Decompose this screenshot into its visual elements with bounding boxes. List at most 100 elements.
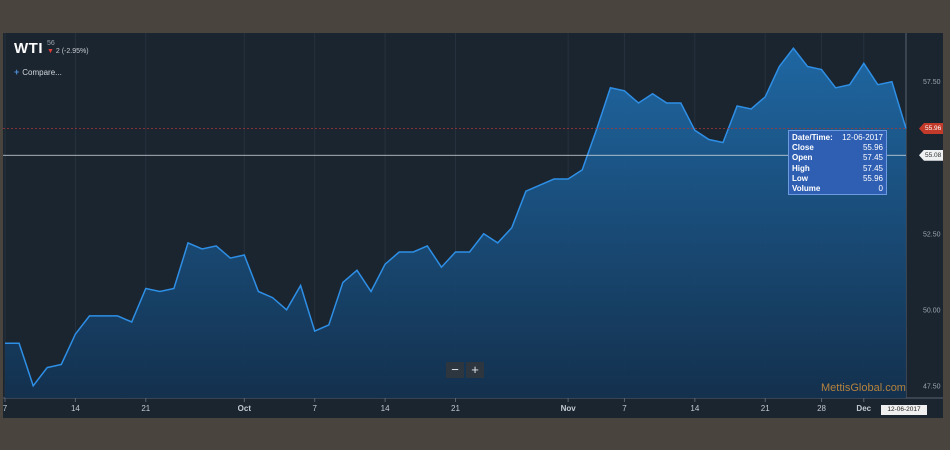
x-tick-label: 21	[761, 404, 770, 413]
data-point[interactable]	[173, 287, 175, 289]
y-tick-label: 47.50	[923, 383, 941, 390]
data-point[interactable]	[159, 290, 161, 292]
data-point[interactable]	[328, 324, 330, 326]
data-point[interactable]	[342, 281, 344, 283]
zoom-out-button[interactable]: −	[446, 362, 464, 378]
data-point[interactable]	[314, 330, 316, 332]
data-point[interactable]	[581, 169, 583, 171]
tooltip-label: Close	[792, 143, 814, 153]
data-point[interactable]	[370, 290, 372, 292]
data-point[interactable]	[834, 87, 836, 89]
data-point[interactable]	[863, 62, 865, 64]
data-point[interactable]	[426, 245, 428, 247]
data-point[interactable]	[694, 129, 696, 131]
data-point[interactable]	[848, 84, 850, 86]
tooltip-label: Low	[792, 173, 808, 183]
data-point[interactable]	[187, 242, 189, 244]
data-point[interactable]	[637, 102, 639, 104]
data-point[interactable]	[229, 257, 231, 259]
tooltip-value: 55.96	[862, 173, 883, 183]
data-point[interactable]	[665, 102, 667, 104]
data-point[interactable]	[792, 47, 794, 49]
ticker-change: ▼ 2 (-2.95%)	[47, 48, 89, 55]
ticker-change-text: 2 (-2.95%)	[55, 48, 89, 55]
x-tick-label: 21	[141, 404, 150, 413]
x-tick-label: Dec	[856, 404, 871, 413]
data-point[interactable]	[722, 141, 724, 143]
y-tick-label: 57.50	[923, 79, 941, 86]
compare-button[interactable]: + Compare...	[14, 67, 62, 77]
data-point[interactable]	[891, 80, 893, 82]
data-point[interactable]	[778, 65, 780, 67]
data-point[interactable]	[384, 263, 386, 265]
data-point[interactable]	[131, 321, 133, 323]
y-tick-label: 52.50	[923, 231, 941, 238]
tooltip-value: 12-06-2017	[842, 133, 883, 142]
data-point[interactable]	[680, 102, 682, 104]
x-tick-label: Oct	[238, 404, 252, 413]
data-tooltip: Date/Time: 12-06-2017 Close 55.96 Open 57.4…	[788, 130, 887, 195]
data-point[interactable]	[595, 129, 597, 131]
data-point[interactable]	[18, 342, 20, 344]
data-point[interactable]	[525, 190, 527, 192]
price-line	[5, 46, 907, 388]
tooltip-value: 55.96	[862, 143, 883, 153]
data-point[interactable]	[708, 138, 710, 140]
data-point[interactable]	[243, 254, 245, 256]
data-point[interactable]	[46, 366, 48, 368]
data-point[interactable]	[905, 127, 907, 129]
data-point[interactable]	[651, 93, 653, 95]
data-point[interactable]	[285, 309, 287, 311]
data-point[interactable]	[553, 178, 555, 180]
data-point[interactable]	[764, 96, 766, 98]
x-tick-label: 21	[451, 404, 460, 413]
data-point[interactable]	[623, 90, 625, 92]
data-point[interactable]	[806, 65, 808, 67]
tooltip-row-volume: Volume 0	[792, 184, 883, 194]
data-point[interactable]	[88, 315, 90, 317]
tooltip-label: High	[792, 163, 810, 173]
data-point[interactable]	[609, 87, 611, 89]
tooltip-row-high: High 57.45	[792, 164, 883, 174]
data-point[interactable]	[116, 315, 118, 317]
data-point[interactable]	[511, 226, 513, 228]
zoom-in-button[interactable]: +	[466, 362, 484, 378]
data-point[interactable]	[736, 105, 738, 107]
ticker-last-price: 56	[47, 40, 55, 47]
data-point[interactable]	[454, 251, 456, 253]
data-point[interactable]	[482, 233, 484, 235]
data-point[interactable]	[750, 108, 752, 110]
tooltip-row-low: Low 55.96	[792, 174, 883, 184]
data-point[interactable]	[145, 287, 147, 289]
watermark: MettisGlobal.com	[821, 382, 906, 394]
data-point[interactable]	[356, 269, 358, 271]
data-point[interactable]	[271, 296, 273, 298]
data-point[interactable]	[539, 184, 541, 186]
data-point[interactable]	[497, 242, 499, 244]
data-point[interactable]	[412, 251, 414, 253]
data-point[interactable]	[60, 363, 62, 365]
ticker-symbol: WTI	[14, 40, 43, 57]
price-area	[5, 48, 906, 398]
compare-label: Compare...	[22, 68, 62, 77]
data-point[interactable]	[257, 290, 259, 292]
data-point[interactable]	[299, 284, 301, 286]
data-point[interactable]	[215, 245, 217, 247]
x-tick-label: 7	[622, 404, 627, 413]
data-point[interactable]	[4, 342, 6, 344]
data-point[interactable]	[74, 333, 76, 335]
data-point[interactable]	[440, 266, 442, 268]
x-tick-label: 14	[381, 404, 390, 413]
data-point[interactable]	[567, 178, 569, 180]
data-point[interactable]	[398, 251, 400, 253]
tooltip-label: Open	[792, 153, 813, 163]
data-point[interactable]	[201, 248, 203, 250]
data-point[interactable]	[468, 251, 470, 253]
data-point[interactable]	[32, 385, 34, 387]
x-tick-label: 28	[817, 404, 826, 413]
data-point[interactable]	[102, 315, 104, 317]
data-point[interactable]	[877, 84, 879, 86]
data-point[interactable]	[820, 68, 822, 70]
